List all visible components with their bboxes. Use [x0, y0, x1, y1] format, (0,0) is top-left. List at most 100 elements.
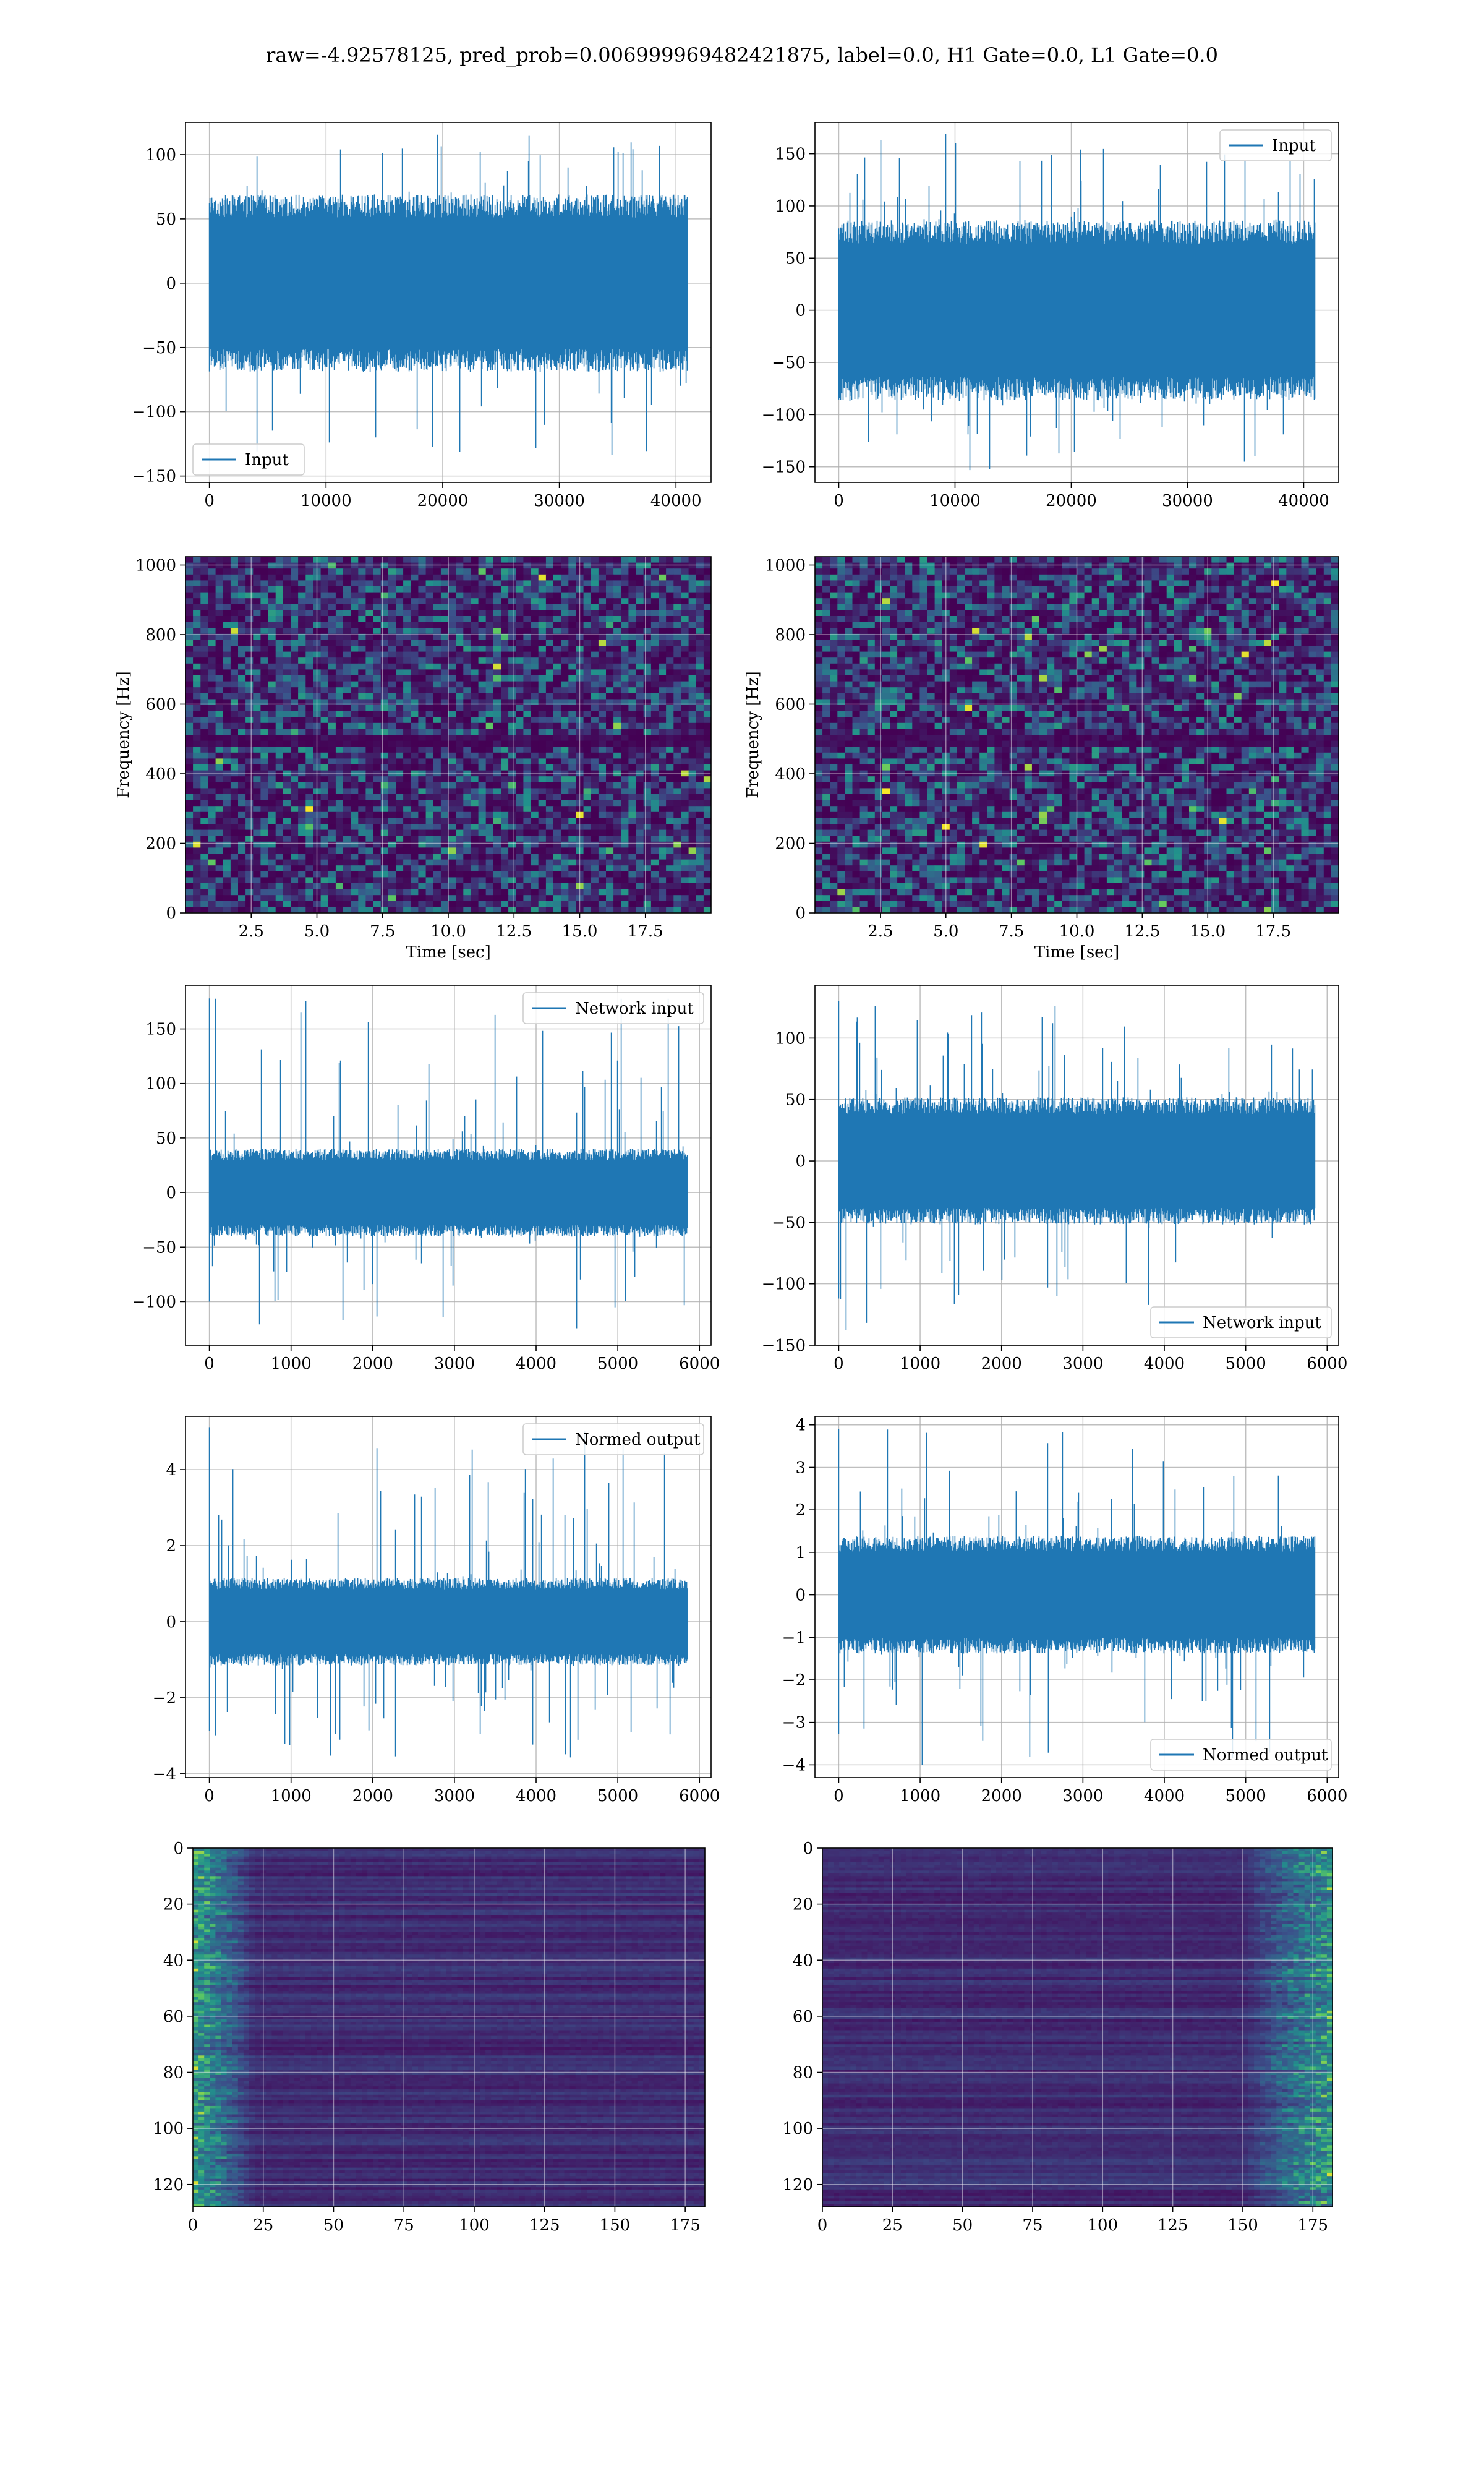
y-tick-label: 0	[166, 275, 176, 293]
y-tick-label: −50	[772, 354, 806, 372]
y-tick-label: 0	[795, 1152, 806, 1171]
y-tick-label: 200	[145, 835, 176, 854]
y-tick-label: 400	[145, 765, 176, 784]
series-network-input	[838, 1001, 1316, 1330]
legend-box	[1219, 129, 1332, 161]
legend: Input	[192, 443, 305, 476]
y-tick-label: 100	[775, 1029, 806, 1048]
y-tick-label: −100	[762, 406, 806, 424]
y-axis-label: Frequency [Hz]	[114, 671, 133, 798]
x-tick-label: 100	[459, 2216, 490, 2235]
legend: Input	[1219, 129, 1332, 161]
y-tick-label: 0	[166, 904, 176, 923]
x-tick-label: 17.5	[1255, 922, 1291, 941]
y-tick-label: 100	[782, 2120, 813, 2138]
x-tick-label: 15.0	[562, 922, 598, 941]
legend-box	[1150, 1306, 1332, 1338]
y-tick-label: 120	[782, 2176, 813, 2194]
x-tick-label: 20000	[1046, 492, 1097, 510]
x-tick-label: 10.0	[1059, 922, 1095, 941]
axes-frame	[814, 985, 1339, 1346]
x-tick-label: 2000	[352, 1355, 393, 1373]
y-tick-label: −100	[762, 1275, 806, 1294]
x-tick-label: 0	[204, 1787, 215, 1805]
x-tick-label: 100	[1087, 2216, 1118, 2235]
legend-label: Input	[1272, 137, 1316, 155]
y-tick-label: −50	[772, 1213, 806, 1232]
x-tick-label: 2000	[981, 1787, 1022, 1805]
x-tick-label: 7.5	[999, 922, 1024, 941]
x-tick-label: 125	[529, 2216, 560, 2235]
subplot-r1-right: Input 0 10000 20000 30000 40000 −150 −100 −50 0 50…	[762, 122, 1339, 510]
y-tick-label: 50	[785, 1091, 806, 1110]
x-tick-label: 40000	[650, 492, 702, 510]
x-tick-label: 0	[188, 2216, 198, 2235]
x-tick-label: 3000	[1062, 1787, 1103, 1805]
x-tick-label: 2000	[352, 1787, 393, 1805]
y-tick-label: 600	[145, 696, 176, 714]
y-tick-label: 100	[145, 146, 176, 165]
y-tick-label: −150	[762, 458, 806, 477]
legend: Network input	[522, 992, 704, 1024]
legend-label: Input	[245, 451, 289, 469]
y-tick-label: 2	[795, 1501, 806, 1520]
x-tick-label: 150	[1227, 2216, 1258, 2235]
x-tick-label: 0	[834, 1787, 844, 1805]
legend-box	[522, 992, 704, 1024]
y-tick-label: 40	[163, 1951, 184, 1970]
y-tick-label: 0	[166, 1613, 176, 1632]
figure-title: raw=-4.92578125, pred_prob=0.00699996948…	[266, 43, 1218, 67]
x-tick-label: 4000	[1144, 1355, 1185, 1373]
heatmap-cells	[193, 1848, 705, 2207]
y-tick-label: 800	[145, 626, 176, 644]
x-tick-label: 2000	[981, 1355, 1022, 1373]
x-axis-label: Time [sec]	[1034, 943, 1120, 962]
x-tick-label: 4000	[1144, 1787, 1185, 1805]
y-tick-label: 4	[795, 1416, 806, 1435]
x-tick-label: 4000	[516, 1355, 556, 1373]
legend-label: Normed output	[1203, 1746, 1328, 1765]
axes-frame	[185, 122, 712, 483]
y-tick-label: −3	[782, 1714, 806, 1732]
y-tick-label: 2	[166, 1537, 176, 1556]
y-tick-label: 60	[793, 2008, 813, 2026]
x-axis-label: Time [sec]	[406, 943, 491, 962]
x-tick-label: 2.5	[239, 922, 264, 941]
legend: Normed output	[1150, 1739, 1332, 1771]
x-tick-label: 75	[1022, 2216, 1043, 2235]
x-tick-label: 4000	[516, 1787, 556, 1805]
x-tick-label: 15.0	[1190, 922, 1226, 941]
y-tick-label: 150	[775, 145, 806, 164]
x-tick-label: 30000	[534, 492, 585, 510]
legend-box	[1150, 1739, 1332, 1771]
series-input	[838, 134, 1316, 471]
x-tick-label: 0	[817, 2216, 828, 2235]
subplot-r2-right: 2.5 5.0 7.5 10.0 12.5 15.0 17.5 0 200 400 600 800 10…	[744, 556, 1339, 962]
x-tick-label: 175	[670, 2216, 701, 2235]
x-tick-label: 3000	[434, 1787, 475, 1805]
x-tick-label: 3000	[1062, 1355, 1103, 1373]
subplot-r5-right: 0 25 50 75 100 125 150 175 0 20 40 60 80 100 120	[782, 1839, 1333, 2235]
y-tick-label: 100	[775, 197, 806, 216]
axes-frame	[192, 1847, 706, 2207]
y-tick-label: 100	[153, 2120, 184, 2138]
axes-frame	[814, 122, 1339, 483]
y-tick-label: 0	[795, 904, 806, 923]
x-tick-label: 0	[204, 1355, 215, 1373]
x-tick-label: 5000	[1226, 1787, 1266, 1805]
x-tick-label: 175	[1297, 2216, 1328, 2235]
x-tick-label: 10000	[301, 492, 352, 510]
x-tick-label: 6000	[679, 1355, 720, 1373]
x-tick-label: 5.0	[933, 922, 958, 941]
y-tick-label: 80	[793, 2064, 813, 2082]
y-tick-label: 60	[163, 2008, 184, 2026]
y-tick-label: 40	[793, 1951, 813, 1970]
y-tick-label: −4	[782, 1756, 806, 1774]
legend-box	[522, 1423, 704, 1455]
y-tick-label: 50	[156, 210, 176, 229]
y-tick-label: 150	[145, 1021, 176, 1039]
y-tick-label: 1	[795, 1544, 806, 1562]
y-tick-label: −2	[782, 1671, 806, 1690]
